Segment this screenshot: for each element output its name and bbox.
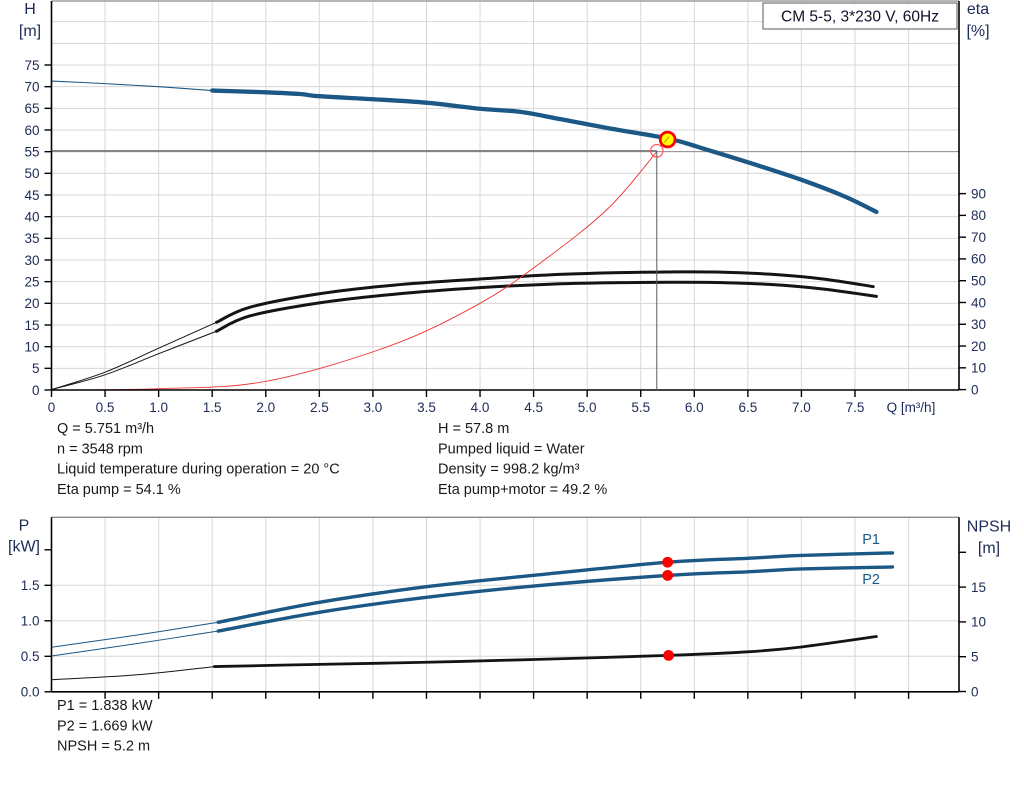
svg-text:3.5: 3.5 — [417, 400, 436, 415]
svg-text:50: 50 — [24, 166, 39, 181]
svg-text:P2: P2 — [862, 572, 880, 588]
svg-text:0: 0 — [32, 383, 40, 398]
svg-text:25: 25 — [24, 274, 39, 289]
svg-text:Liquid temperature during oper: Liquid temperature during operation = 20… — [57, 462, 340, 478]
svg-text:1.5: 1.5 — [21, 578, 40, 593]
svg-text:n = 3548 rpm: n = 3548 rpm — [57, 441, 143, 457]
svg-text:P: P — [19, 517, 30, 534]
svg-text:0: 0 — [48, 400, 56, 415]
svg-text:10: 10 — [24, 339, 39, 354]
svg-text:5: 5 — [971, 650, 979, 665]
svg-text:80: 80 — [971, 208, 986, 223]
svg-text:NPSH = 5.2 m: NPSH = 5.2 m — [57, 739, 150, 755]
svg-text:2.5: 2.5 — [310, 400, 329, 415]
svg-text:4.5: 4.5 — [524, 400, 543, 415]
svg-text:5.0: 5.0 — [578, 400, 597, 415]
svg-text:[m]: [m] — [978, 540, 1000, 557]
svg-text:Eta pump = 54.1 %: Eta pump = 54.1 % — [57, 482, 181, 498]
svg-text:eta: eta — [967, 1, 989, 18]
svg-text:35: 35 — [24, 231, 39, 246]
svg-text:60: 60 — [24, 123, 39, 138]
svg-text:0.0: 0.0 — [21, 685, 40, 700]
svg-text:10: 10 — [971, 615, 986, 630]
svg-text:Density = 998.2 kg/m³: Density = 998.2 kg/m³ — [438, 462, 580, 478]
svg-text:P1 = 1.838 kW: P1 = 1.838 kW — [57, 698, 153, 714]
svg-text:4.0: 4.0 — [471, 400, 490, 415]
svg-text:70: 70 — [24, 79, 39, 94]
svg-text:H: H — [24, 1, 36, 18]
svg-text:[%]: [%] — [966, 23, 989, 40]
svg-text:Pumped liquid = Water: Pumped liquid = Water — [438, 441, 585, 457]
svg-text:0: 0 — [971, 684, 979, 699]
svg-text:75: 75 — [24, 58, 39, 73]
svg-text:P2 = 1.669 kW: P2 = 1.669 kW — [57, 718, 153, 734]
svg-text:40: 40 — [971, 295, 986, 310]
svg-text:7.5: 7.5 — [846, 400, 865, 415]
svg-text:1.0: 1.0 — [21, 614, 40, 629]
svg-text:50: 50 — [971, 274, 986, 289]
svg-text:Eta pump+motor = 49.2 %: Eta pump+motor = 49.2 % — [438, 482, 607, 498]
svg-text:0: 0 — [971, 382, 979, 397]
svg-text:CM 5-5, 3*230 V, 60Hz: CM 5-5, 3*230 V, 60Hz — [781, 9, 939, 26]
svg-text:55: 55 — [24, 144, 39, 159]
svg-text:6.0: 6.0 — [685, 400, 704, 415]
svg-text:Q [m³/h]: Q [m³/h] — [887, 400, 936, 415]
svg-text:15: 15 — [971, 580, 986, 595]
svg-text:65: 65 — [24, 101, 39, 116]
svg-text:40: 40 — [24, 209, 39, 224]
svg-text:3.0: 3.0 — [364, 400, 383, 415]
svg-text:30: 30 — [971, 317, 986, 332]
svg-text:5: 5 — [32, 361, 40, 376]
svg-text:45: 45 — [24, 188, 39, 203]
svg-text:6.5: 6.5 — [738, 400, 757, 415]
svg-text:1.0: 1.0 — [149, 400, 168, 415]
svg-text:0.5: 0.5 — [96, 400, 115, 415]
svg-text:[m]: [m] — [19, 23, 41, 40]
svg-text:P1: P1 — [862, 532, 880, 548]
svg-text:10: 10 — [971, 361, 986, 376]
svg-text:1.5: 1.5 — [203, 400, 222, 415]
svg-text:90: 90 — [971, 186, 986, 201]
svg-text:15: 15 — [24, 318, 39, 333]
svg-text:[kW]: [kW] — [8, 539, 40, 556]
svg-text:H = 57.8 m: H = 57.8 m — [438, 421, 509, 437]
svg-text:60: 60 — [971, 252, 986, 267]
svg-text:7.0: 7.0 — [792, 400, 811, 415]
svg-text:2.0: 2.0 — [256, 400, 275, 415]
svg-text:70: 70 — [971, 230, 986, 245]
svg-text:30: 30 — [24, 253, 39, 268]
svg-text:0.5: 0.5 — [21, 649, 40, 664]
svg-text:20: 20 — [24, 296, 39, 311]
svg-text:5.5: 5.5 — [631, 400, 650, 415]
svg-text:20: 20 — [971, 339, 986, 354]
svg-text:NPSH: NPSH — [967, 519, 1011, 536]
svg-text:Q = 5.751 m³/h: Q = 5.751 m³/h — [57, 421, 154, 437]
